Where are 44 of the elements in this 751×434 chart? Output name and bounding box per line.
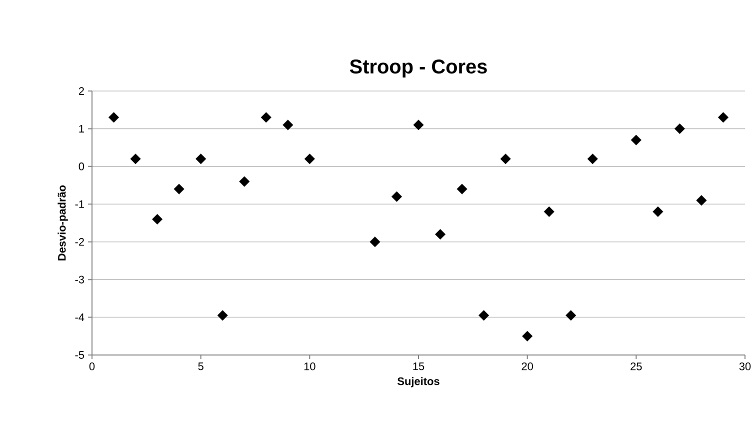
x-tick-label: 20 [522,362,533,370]
y-tick-label: -2 [75,238,84,246]
y-tick-label: 0 [78,162,84,170]
point [196,154,206,164]
y-tick-label: -3 [75,276,84,284]
y-tick-label: -4 [75,314,84,322]
x-tick-label: 25 [630,362,642,370]
y-axis-title: Desvio-padrão [58,185,68,260]
chart-title: Stroop - Cores [350,59,487,78]
x-tick-label: 30 [739,362,751,370]
x-tick-label: 10 [304,362,316,370]
point [108,112,120,123]
point [217,310,228,321]
y-tick-label: -5 [75,351,84,359]
point [260,112,272,123]
y-tick-label: -1 [75,200,84,208]
point [566,310,576,321]
point [478,310,490,321]
y-tick-label: 1 [79,124,84,132]
point [500,154,511,164]
point [282,120,294,130]
x-axis-title: Sujeitos [398,377,440,388]
point [522,330,533,342]
point [696,195,707,206]
point [391,191,402,202]
point [544,206,554,217]
point [456,184,468,194]
point [152,214,163,224]
x-tick-label: 15 [413,362,424,370]
point [370,236,380,248]
x-tick-label: 5 [198,362,204,370]
point [174,184,184,194]
point [674,123,685,134]
point [304,154,315,164]
x-tick-label: 0 [89,362,95,370]
point [130,154,141,164]
point [587,154,598,164]
point [718,112,729,123]
point [630,134,642,146]
point [434,229,446,240]
point [652,206,664,217]
point [413,120,424,130]
y-tick-label: 2 [78,87,84,95]
point [239,176,250,187]
